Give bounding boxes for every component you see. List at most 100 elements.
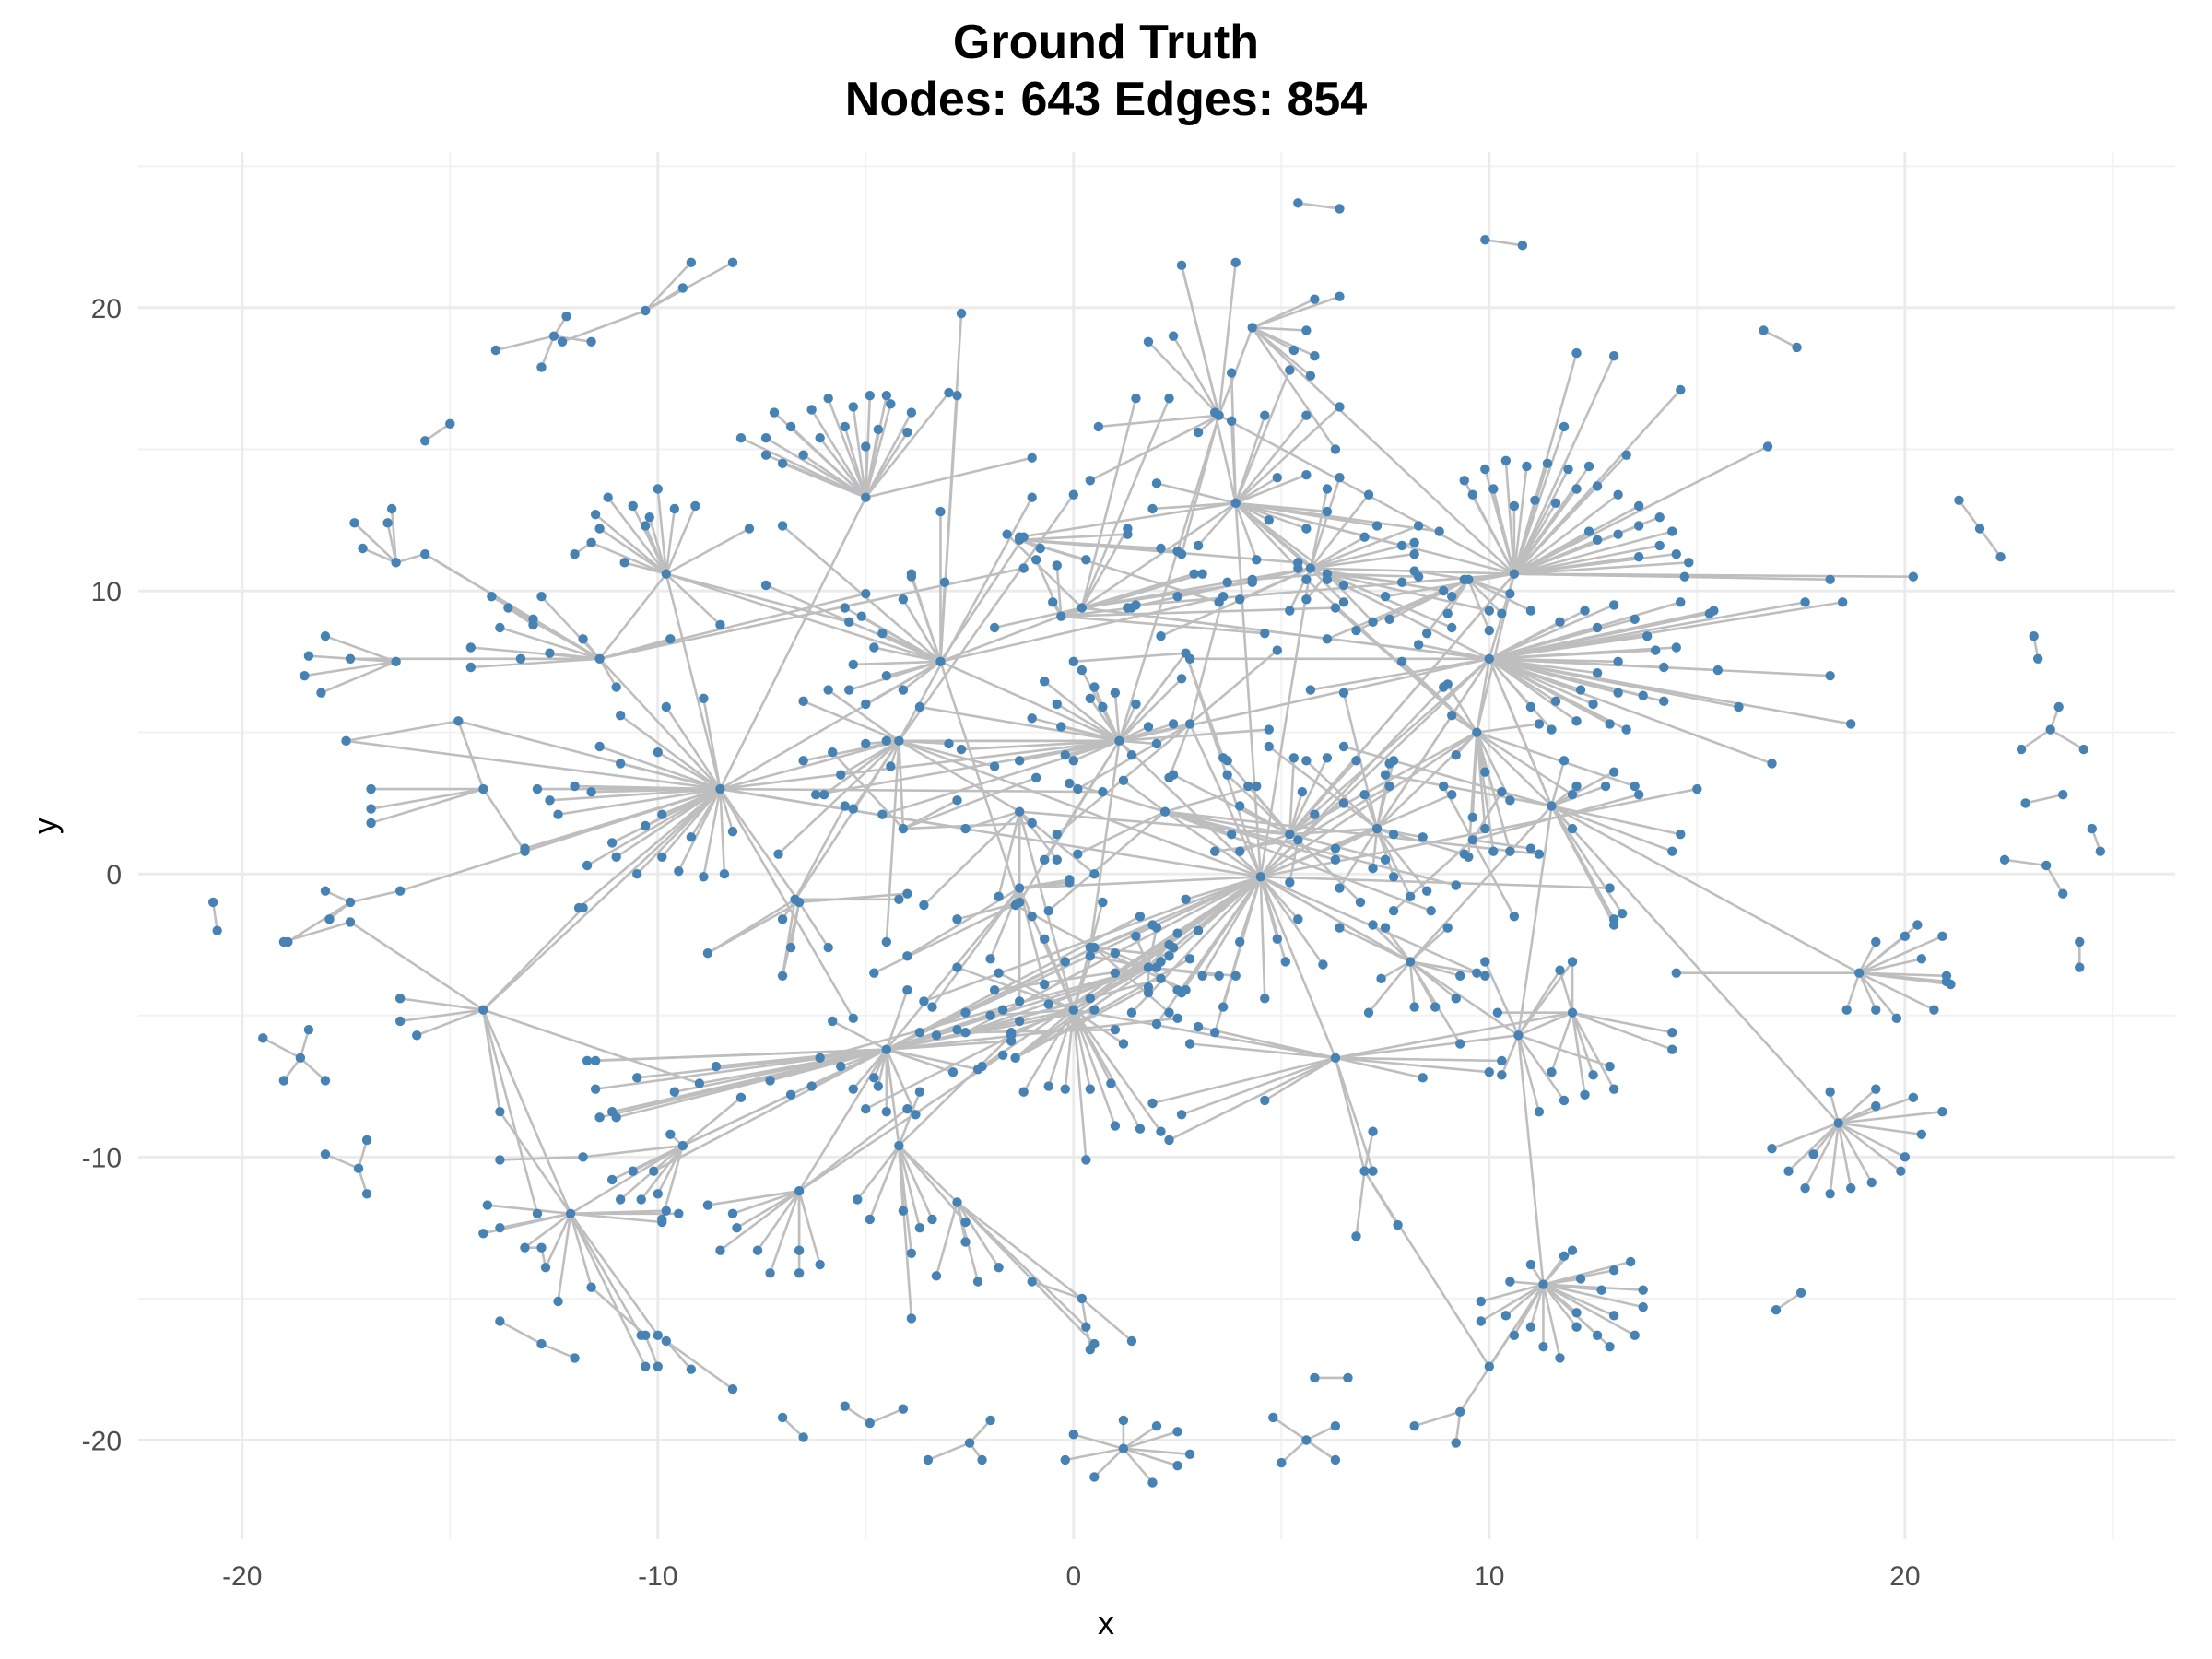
edge (898, 739, 1263, 878)
edge (598, 572, 668, 661)
node (1098, 786, 1108, 797)
node (848, 1084, 858, 1094)
node (994, 891, 1004, 901)
edge (1234, 369, 1291, 505)
edge (1512, 561, 1690, 575)
edge (1857, 971, 1936, 1011)
edge (598, 745, 722, 791)
edge (1837, 1088, 1877, 1124)
node (1164, 394, 1174, 404)
node (840, 1401, 850, 1411)
edge (1857, 958, 1924, 975)
x-tick-label: 10 (1474, 1561, 1504, 1592)
node (1010, 900, 1020, 911)
edge (1542, 1283, 1644, 1309)
edge (1512, 501, 1558, 575)
edge (1837, 1122, 1853, 1190)
edge (1059, 615, 1266, 635)
edge (1512, 453, 1628, 575)
node (1371, 521, 1382, 531)
edge (1375, 827, 1429, 892)
node (1995, 552, 2006, 562)
edge (585, 787, 722, 867)
node (2029, 631, 2039, 641)
edge (1334, 1056, 1366, 1173)
edge (598, 657, 722, 791)
node (1583, 526, 1594, 536)
node (1896, 1166, 1906, 1176)
edge (1196, 501, 1237, 547)
node (1260, 628, 1270, 639)
node (1193, 540, 1204, 551)
edge (1122, 779, 1167, 813)
node (1497, 608, 1507, 618)
edge (1475, 731, 1574, 796)
node (919, 900, 929, 911)
node (1247, 323, 1257, 333)
edge (735, 1189, 801, 1230)
edge (898, 739, 1021, 813)
node (1571, 716, 1582, 726)
node (644, 512, 654, 523)
edge (852, 406, 867, 500)
node (1126, 1007, 1137, 1018)
node (914, 1087, 925, 1097)
node (886, 399, 896, 409)
node (1505, 1277, 1515, 1287)
edge (1857, 971, 1877, 1011)
edge (1355, 1170, 1366, 1238)
node (1534, 1107, 1545, 1117)
node (1380, 770, 1391, 780)
node (1322, 634, 1333, 644)
node (1617, 909, 1628, 919)
node (1484, 653, 1495, 664)
edge (1234, 406, 1341, 505)
node (1147, 503, 1158, 514)
node (611, 682, 621, 692)
node (1197, 971, 1207, 981)
node (657, 809, 667, 819)
node (1837, 597, 1848, 607)
node (1447, 711, 1457, 721)
node (1040, 979, 1050, 990)
node (1235, 594, 1245, 605)
node (1654, 540, 1665, 551)
node (848, 659, 858, 670)
node (881, 735, 892, 747)
edge (885, 875, 1263, 1051)
node (578, 634, 588, 644)
node (1260, 994, 1270, 1004)
x-axis-label: x (1098, 1604, 1114, 1641)
node (1065, 778, 1075, 789)
node (391, 558, 401, 568)
node (1484, 606, 1495, 616)
edge (357, 1138, 369, 1170)
node (570, 781, 580, 792)
edge (1118, 723, 1192, 743)
node (898, 1206, 909, 1216)
node (952, 1197, 962, 1207)
node (1480, 235, 1490, 245)
node (1322, 484, 1333, 494)
node (836, 1061, 846, 1072)
node (1621, 450, 1631, 460)
edge (1234, 501, 1258, 561)
edge (1517, 1033, 1545, 1286)
node (906, 407, 917, 418)
edge (1288, 839, 1300, 884)
node (1368, 1166, 1378, 1176)
node (1131, 699, 1141, 710)
node (1089, 682, 1100, 692)
edge (830, 1019, 888, 1051)
node (1147, 920, 1158, 930)
edge (324, 1152, 360, 1170)
node (828, 747, 838, 758)
edge (1022, 1008, 1076, 1094)
node (1559, 421, 1570, 432)
edge (939, 594, 1225, 664)
node (1547, 724, 1557, 735)
edge (864, 394, 888, 500)
node (1285, 830, 1295, 840)
node (1156, 973, 1166, 984)
node (1363, 1007, 1374, 1018)
